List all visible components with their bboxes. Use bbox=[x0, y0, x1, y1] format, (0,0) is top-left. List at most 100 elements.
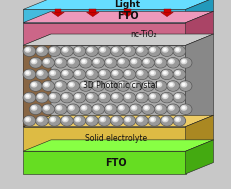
Circle shape bbox=[101, 95, 103, 97]
Circle shape bbox=[32, 83, 35, 85]
Circle shape bbox=[57, 60, 60, 62]
Circle shape bbox=[26, 72, 29, 74]
Circle shape bbox=[49, 93, 59, 102]
Text: FTO: FTO bbox=[116, 11, 138, 21]
Circle shape bbox=[76, 72, 78, 74]
Polygon shape bbox=[23, 11, 213, 23]
Circle shape bbox=[124, 116, 134, 125]
Circle shape bbox=[125, 94, 130, 98]
Circle shape bbox=[151, 72, 153, 74]
Circle shape bbox=[124, 47, 134, 56]
Circle shape bbox=[110, 116, 122, 126]
Circle shape bbox=[126, 72, 128, 74]
Circle shape bbox=[57, 107, 60, 109]
Circle shape bbox=[76, 118, 78, 120]
Circle shape bbox=[64, 72, 66, 74]
Circle shape bbox=[155, 59, 161, 64]
Circle shape bbox=[25, 48, 30, 52]
Circle shape bbox=[151, 118, 153, 120]
Circle shape bbox=[45, 60, 47, 62]
Circle shape bbox=[117, 104, 129, 114]
Circle shape bbox=[180, 82, 186, 87]
Circle shape bbox=[143, 59, 149, 64]
Circle shape bbox=[124, 93, 134, 102]
Circle shape bbox=[87, 94, 93, 98]
Circle shape bbox=[163, 49, 165, 51]
Circle shape bbox=[39, 72, 41, 74]
Circle shape bbox=[155, 105, 165, 114]
Circle shape bbox=[74, 70, 84, 79]
Circle shape bbox=[100, 117, 105, 122]
Text: Light: Light bbox=[114, 0, 140, 9]
Circle shape bbox=[155, 106, 161, 110]
Circle shape bbox=[92, 58, 104, 68]
Circle shape bbox=[24, 47, 35, 56]
Circle shape bbox=[162, 71, 167, 75]
Circle shape bbox=[168, 59, 173, 64]
Circle shape bbox=[119, 60, 122, 62]
Circle shape bbox=[62, 71, 68, 75]
Circle shape bbox=[67, 81, 79, 91]
Circle shape bbox=[131, 82, 136, 87]
Polygon shape bbox=[185, 34, 213, 127]
Circle shape bbox=[61, 93, 72, 102]
Circle shape bbox=[55, 104, 67, 114]
Polygon shape bbox=[121, 12, 133, 17]
Circle shape bbox=[182, 83, 184, 85]
Polygon shape bbox=[185, 0, 213, 23]
Circle shape bbox=[132, 107, 134, 109]
Circle shape bbox=[87, 117, 93, 122]
Polygon shape bbox=[23, 34, 213, 45]
Circle shape bbox=[112, 94, 117, 98]
Circle shape bbox=[129, 81, 141, 91]
Circle shape bbox=[155, 58, 165, 67]
Circle shape bbox=[142, 58, 153, 67]
Circle shape bbox=[135, 116, 147, 126]
Circle shape bbox=[30, 58, 42, 68]
Circle shape bbox=[80, 105, 91, 114]
Polygon shape bbox=[185, 115, 213, 151]
Circle shape bbox=[141, 58, 153, 68]
Circle shape bbox=[167, 105, 178, 114]
Circle shape bbox=[137, 117, 142, 122]
Circle shape bbox=[160, 93, 172, 102]
Circle shape bbox=[174, 117, 179, 122]
Circle shape bbox=[132, 60, 134, 62]
Circle shape bbox=[104, 81, 116, 91]
Circle shape bbox=[88, 118, 91, 120]
Circle shape bbox=[48, 46, 60, 56]
Circle shape bbox=[138, 72, 140, 74]
Circle shape bbox=[105, 58, 116, 67]
Bar bbox=[54, 9, 61, 13]
Circle shape bbox=[119, 83, 122, 85]
Polygon shape bbox=[23, 0, 213, 9]
Circle shape bbox=[160, 46, 172, 56]
Text: nc-TiO₂: nc-TiO₂ bbox=[130, 29, 156, 39]
Circle shape bbox=[100, 48, 105, 52]
Circle shape bbox=[81, 59, 86, 64]
Circle shape bbox=[50, 71, 55, 75]
Circle shape bbox=[113, 72, 116, 74]
Circle shape bbox=[179, 58, 190, 67]
Circle shape bbox=[25, 117, 30, 122]
Circle shape bbox=[68, 105, 78, 114]
Text: Solid electrolyte: Solid electrolyte bbox=[85, 134, 146, 143]
Circle shape bbox=[163, 95, 165, 97]
Circle shape bbox=[107, 83, 109, 85]
Circle shape bbox=[30, 105, 41, 114]
Circle shape bbox=[51, 49, 53, 51]
Circle shape bbox=[61, 70, 72, 79]
Circle shape bbox=[49, 47, 59, 56]
Circle shape bbox=[160, 70, 172, 79]
Circle shape bbox=[161, 70, 171, 79]
Circle shape bbox=[68, 58, 78, 67]
Circle shape bbox=[151, 95, 153, 97]
Circle shape bbox=[81, 106, 86, 110]
Circle shape bbox=[154, 81, 166, 91]
Circle shape bbox=[76, 49, 78, 51]
Circle shape bbox=[106, 106, 111, 110]
Bar bbox=[23, 45, 185, 127]
Circle shape bbox=[36, 93, 47, 102]
Circle shape bbox=[179, 81, 191, 91]
Circle shape bbox=[74, 116, 84, 125]
